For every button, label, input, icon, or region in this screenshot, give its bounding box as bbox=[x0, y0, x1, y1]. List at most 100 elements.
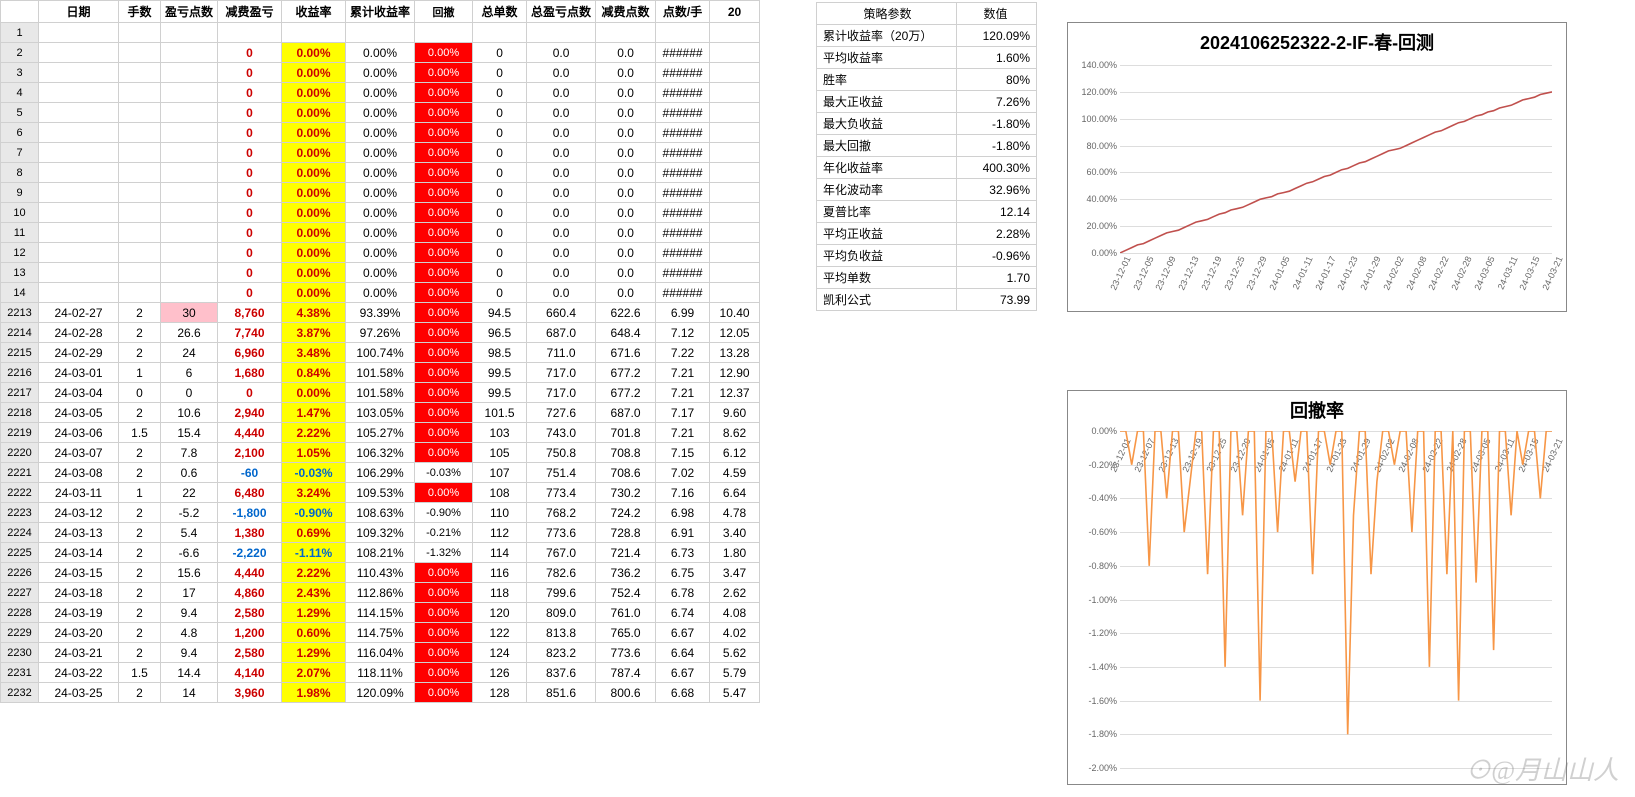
cell[interactable]: 26.6 bbox=[161, 323, 218, 343]
cell[interactable]: 4,860 bbox=[218, 583, 282, 603]
cell[interactable]: 708.6 bbox=[596, 463, 656, 483]
cell[interactable]: 2 bbox=[119, 463, 161, 483]
cell[interactable]: -60 bbox=[218, 463, 282, 483]
cell[interactable]: 4,440 bbox=[218, 563, 282, 583]
table-row[interactable]: 700.00%0.00%0.00%00.00.0###### bbox=[1, 143, 760, 163]
cell-date[interactable]: 24-03-08 bbox=[39, 463, 119, 483]
table-row[interactable]: 800.00%0.00%0.00%00.00.0###### bbox=[1, 163, 760, 183]
cell[interactable]: 6.99 bbox=[656, 303, 710, 323]
cell[interactable] bbox=[710, 223, 760, 243]
cell[interactable]: 101.58% bbox=[346, 363, 415, 383]
cell[interactable]: 0 bbox=[473, 283, 527, 303]
cell[interactable]: 0.00% bbox=[415, 483, 473, 503]
cell[interactable]: 9.60 bbox=[710, 403, 760, 423]
cell[interactable]: 2,940 bbox=[218, 403, 282, 423]
cell[interactable] bbox=[39, 23, 119, 43]
cell[interactable]: 0 bbox=[473, 143, 527, 163]
cell[interactable]: 0.00% bbox=[346, 183, 415, 203]
cell[interactable]: 103 bbox=[473, 423, 527, 443]
table-row[interactable]: 222024-03-0727.82,1001.05%106.32%0.00%10… bbox=[1, 443, 760, 463]
cell[interactable]: 15.6 bbox=[161, 563, 218, 583]
cell[interactable]: 0.0 bbox=[527, 203, 596, 223]
cell-date[interactable]: 24-03-06 bbox=[39, 423, 119, 443]
cell[interactable]: 0.0 bbox=[527, 63, 596, 83]
cell[interactable] bbox=[119, 223, 161, 243]
cell[interactable]: 108.63% bbox=[346, 503, 415, 523]
cell[interactable]: 24 bbox=[161, 343, 218, 363]
table-row[interactable]: 900.00%0.00%0.00%00.00.0###### bbox=[1, 183, 760, 203]
cell[interactable]: 750.8 bbox=[527, 443, 596, 463]
cell[interactable] bbox=[710, 83, 760, 103]
cell[interactable]: ###### bbox=[656, 183, 710, 203]
cell[interactable] bbox=[710, 143, 760, 163]
cell[interactable]: 0.00% bbox=[415, 303, 473, 323]
table-row[interactable]: 222124-03-0820.6-60-0.03%106.29%-0.03%10… bbox=[1, 463, 760, 483]
cell[interactable]: 2 bbox=[119, 583, 161, 603]
table-row[interactable]: 222824-03-1929.42,5801.29%114.15%0.00%12… bbox=[1, 603, 760, 623]
cell[interactable]: 2.62 bbox=[710, 583, 760, 603]
cell[interactable]: 1 bbox=[119, 363, 161, 383]
cell-date[interactable]: 24-03-18 bbox=[39, 583, 119, 603]
cell[interactable] bbox=[346, 23, 415, 43]
cell[interactable] bbox=[119, 143, 161, 163]
cell[interactable]: 0.00% bbox=[415, 423, 473, 443]
cell-date[interactable]: 24-03-19 bbox=[39, 603, 119, 623]
cell[interactable] bbox=[710, 183, 760, 203]
table-row[interactable]: 221724-03-040000.00%101.58%0.00%99.5717.… bbox=[1, 383, 760, 403]
table-row[interactable]: 222324-03-122-5.2-1,800-0.90%108.63%-0.9… bbox=[1, 503, 760, 523]
param-row[interactable]: 平均收益率1.60% bbox=[817, 47, 1037, 69]
cell[interactable] bbox=[119, 23, 161, 43]
cell[interactable]: 0.00% bbox=[415, 383, 473, 403]
cell[interactable]: 0.0 bbox=[596, 163, 656, 183]
table-row[interactable]: 222424-03-1325.41,3800.69%109.32%-0.21%1… bbox=[1, 523, 760, 543]
cell[interactable] bbox=[710, 123, 760, 143]
cell[interactable]: 116 bbox=[473, 563, 527, 583]
cell[interactable] bbox=[39, 123, 119, 143]
table-row[interactable]: 222924-03-2024.81,2000.60%114.75%0.00%12… bbox=[1, 623, 760, 643]
cell[interactable]: 12.90 bbox=[710, 363, 760, 383]
cell[interactable]: 6,960 bbox=[218, 343, 282, 363]
cell[interactable]: 112 bbox=[473, 523, 527, 543]
cell[interactable]: 4.59 bbox=[710, 463, 760, 483]
cell[interactable]: 7.12 bbox=[656, 323, 710, 343]
cell[interactable]: -2,220 bbox=[218, 543, 282, 563]
table-row[interactable]: 1 bbox=[1, 23, 760, 43]
cell[interactable]: 10.6 bbox=[161, 403, 218, 423]
cell[interactable]: 3.48% bbox=[282, 343, 346, 363]
cell[interactable] bbox=[119, 103, 161, 123]
cell[interactable]: 2.22% bbox=[282, 423, 346, 443]
cell[interactable]: 12.37 bbox=[710, 383, 760, 403]
cell[interactable]: 0.00% bbox=[415, 83, 473, 103]
cell[interactable]: 0 bbox=[218, 143, 282, 163]
cell[interactable]: 6.78 bbox=[656, 583, 710, 603]
cell[interactable]: 660.4 bbox=[527, 303, 596, 323]
cell[interactable]: 6,480 bbox=[218, 483, 282, 503]
cell[interactable]: 787.4 bbox=[596, 663, 656, 683]
cell[interactable] bbox=[710, 23, 760, 43]
cell[interactable]: ###### bbox=[656, 223, 710, 243]
cell[interactable]: 0.00% bbox=[282, 83, 346, 103]
cell[interactable] bbox=[119, 243, 161, 263]
cell[interactable]: 0.00% bbox=[415, 363, 473, 383]
cell[interactable]: 2.22% bbox=[282, 563, 346, 583]
cell-date[interactable]: 24-03-21 bbox=[39, 643, 119, 663]
cell[interactable]: 3.40 bbox=[710, 523, 760, 543]
table-row[interactable]: 1200.00%0.00%0.00%00.00.0###### bbox=[1, 243, 760, 263]
cell[interactable]: 0.00% bbox=[415, 123, 473, 143]
cell[interactable] bbox=[119, 83, 161, 103]
cell[interactable]: 0.00% bbox=[346, 103, 415, 123]
cell[interactable]: 0.0 bbox=[527, 123, 596, 143]
cell[interactable]: 0 bbox=[218, 263, 282, 283]
cell[interactable]: 0.0 bbox=[596, 83, 656, 103]
cell[interactable]: 0.00% bbox=[415, 263, 473, 283]
cell[interactable]: 687.0 bbox=[596, 403, 656, 423]
cell[interactable]: 0.00% bbox=[415, 283, 473, 303]
cell[interactable] bbox=[161, 123, 218, 143]
cell[interactable]: 0.00% bbox=[346, 123, 415, 143]
cell[interactable]: 0.0 bbox=[596, 123, 656, 143]
cell[interactable]: 0.00% bbox=[346, 203, 415, 223]
cell[interactable]: 761.0 bbox=[596, 603, 656, 623]
cell[interactable]: ###### bbox=[656, 283, 710, 303]
cell[interactable]: 0 bbox=[473, 243, 527, 263]
cell[interactable]: ###### bbox=[656, 143, 710, 163]
